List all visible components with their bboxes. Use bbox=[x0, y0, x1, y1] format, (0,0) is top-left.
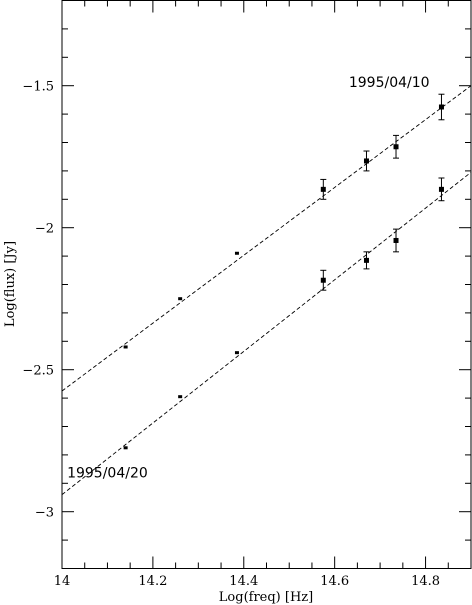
data-point bbox=[393, 237, 399, 243]
y-tick-label: −3 bbox=[35, 506, 54, 521]
data-point bbox=[178, 395, 183, 399]
data-point bbox=[234, 251, 239, 255]
data-point bbox=[393, 144, 399, 150]
series-annotation: 1995/04/10 bbox=[349, 75, 430, 91]
fit-lines bbox=[61, 85, 472, 496]
x-tick-label: 14.6 bbox=[320, 574, 349, 589]
y-tick-label: −2 bbox=[35, 222, 54, 237]
data-point bbox=[123, 345, 128, 349]
x-axis-label: Log(freq) [Hz] bbox=[219, 590, 313, 605]
y-tick-label: −1.5 bbox=[22, 80, 54, 95]
data-point bbox=[363, 158, 369, 164]
data-point bbox=[438, 104, 444, 110]
annotations: 1995/04/10 1995/04/20 bbox=[67, 75, 430, 482]
fit-line bbox=[61, 171, 472, 496]
x-axis-ticks: 14 14.2 14.4 14.6 14.8 bbox=[54, 0, 472, 589]
data-point bbox=[123, 446, 128, 450]
data-points bbox=[123, 93, 445, 450]
x-tick-label: 14.4 bbox=[229, 574, 258, 589]
data-point bbox=[178, 297, 183, 301]
data-point bbox=[320, 186, 326, 192]
data-point bbox=[234, 351, 239, 355]
data-point bbox=[363, 257, 369, 263]
fit-line bbox=[61, 85, 472, 392]
series-annotation: 1995/04/20 bbox=[67, 466, 148, 482]
y-axis-ticks: −3 −2.5 −2 −1.5 bbox=[22, 0, 471, 569]
y-tick-label: −2.5 bbox=[22, 364, 54, 379]
x-tick-label: 14 bbox=[54, 574, 71, 589]
data-point bbox=[320, 277, 326, 283]
x-tick-label: 14.8 bbox=[411, 574, 440, 589]
x-tick-label: 14.2 bbox=[138, 574, 167, 589]
y-axis-label: Log(flux) [Jy] bbox=[3, 241, 18, 327]
data-point bbox=[438, 186, 444, 192]
